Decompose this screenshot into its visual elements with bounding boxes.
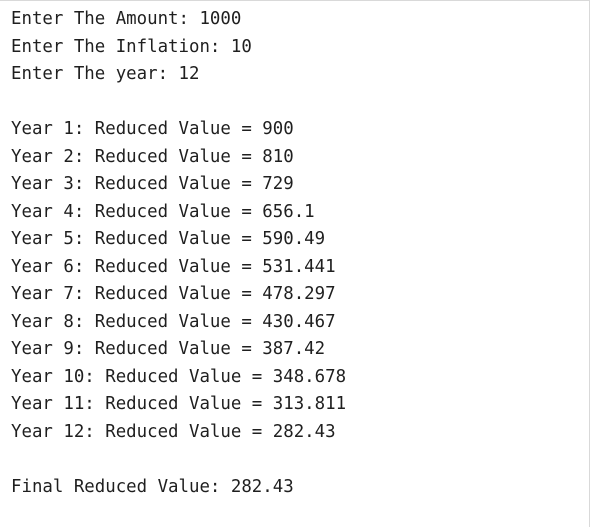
- result-line: Year 1: Reduced Value = 900: [11, 119, 294, 139]
- result-line: Year 6: Reduced Value = 531.441: [11, 256, 336, 277]
- result-line: Year 4: Reduced Value = 656.1: [11, 201, 315, 222]
- result-line: Year 8: Reduced Value = 430.467: [11, 311, 336, 332]
- result-line: Year 2: Reduced Value = 810: [11, 146, 294, 167]
- result-line: Year 11: Reduced Value = 313.811: [11, 394, 347, 414]
- input-line-inflation: Enter The Inflation: 10: [11, 36, 252, 57]
- blank-line: [11, 446, 346, 474]
- console-lines: Enter The Amount: 1000 Enter The Inflati…: [11, 6, 346, 501]
- result-line: Year 3: Reduced Value = 729: [11, 174, 294, 194]
- result-line: Year 9: Reduced Value = 387.42: [11, 339, 326, 359]
- result-line: Year 12: Reduced Value = 282.43: [11, 421, 336, 442]
- result-line: Year 5: Reduced Value = 590.49: [11, 229, 326, 249]
- input-line-year: Enter The year: 12: [11, 64, 200, 84]
- final-result-line: Final Reduced Value: 282.43: [11, 476, 294, 497]
- result-line: Year 7: Reduced Value = 478.297: [11, 284, 336, 304]
- blank-line: [11, 89, 346, 117]
- result-line: Year 10: Reduced Value = 348.678: [11, 366, 347, 387]
- input-line-amount: Enter The Amount: 1000: [11, 9, 242, 29]
